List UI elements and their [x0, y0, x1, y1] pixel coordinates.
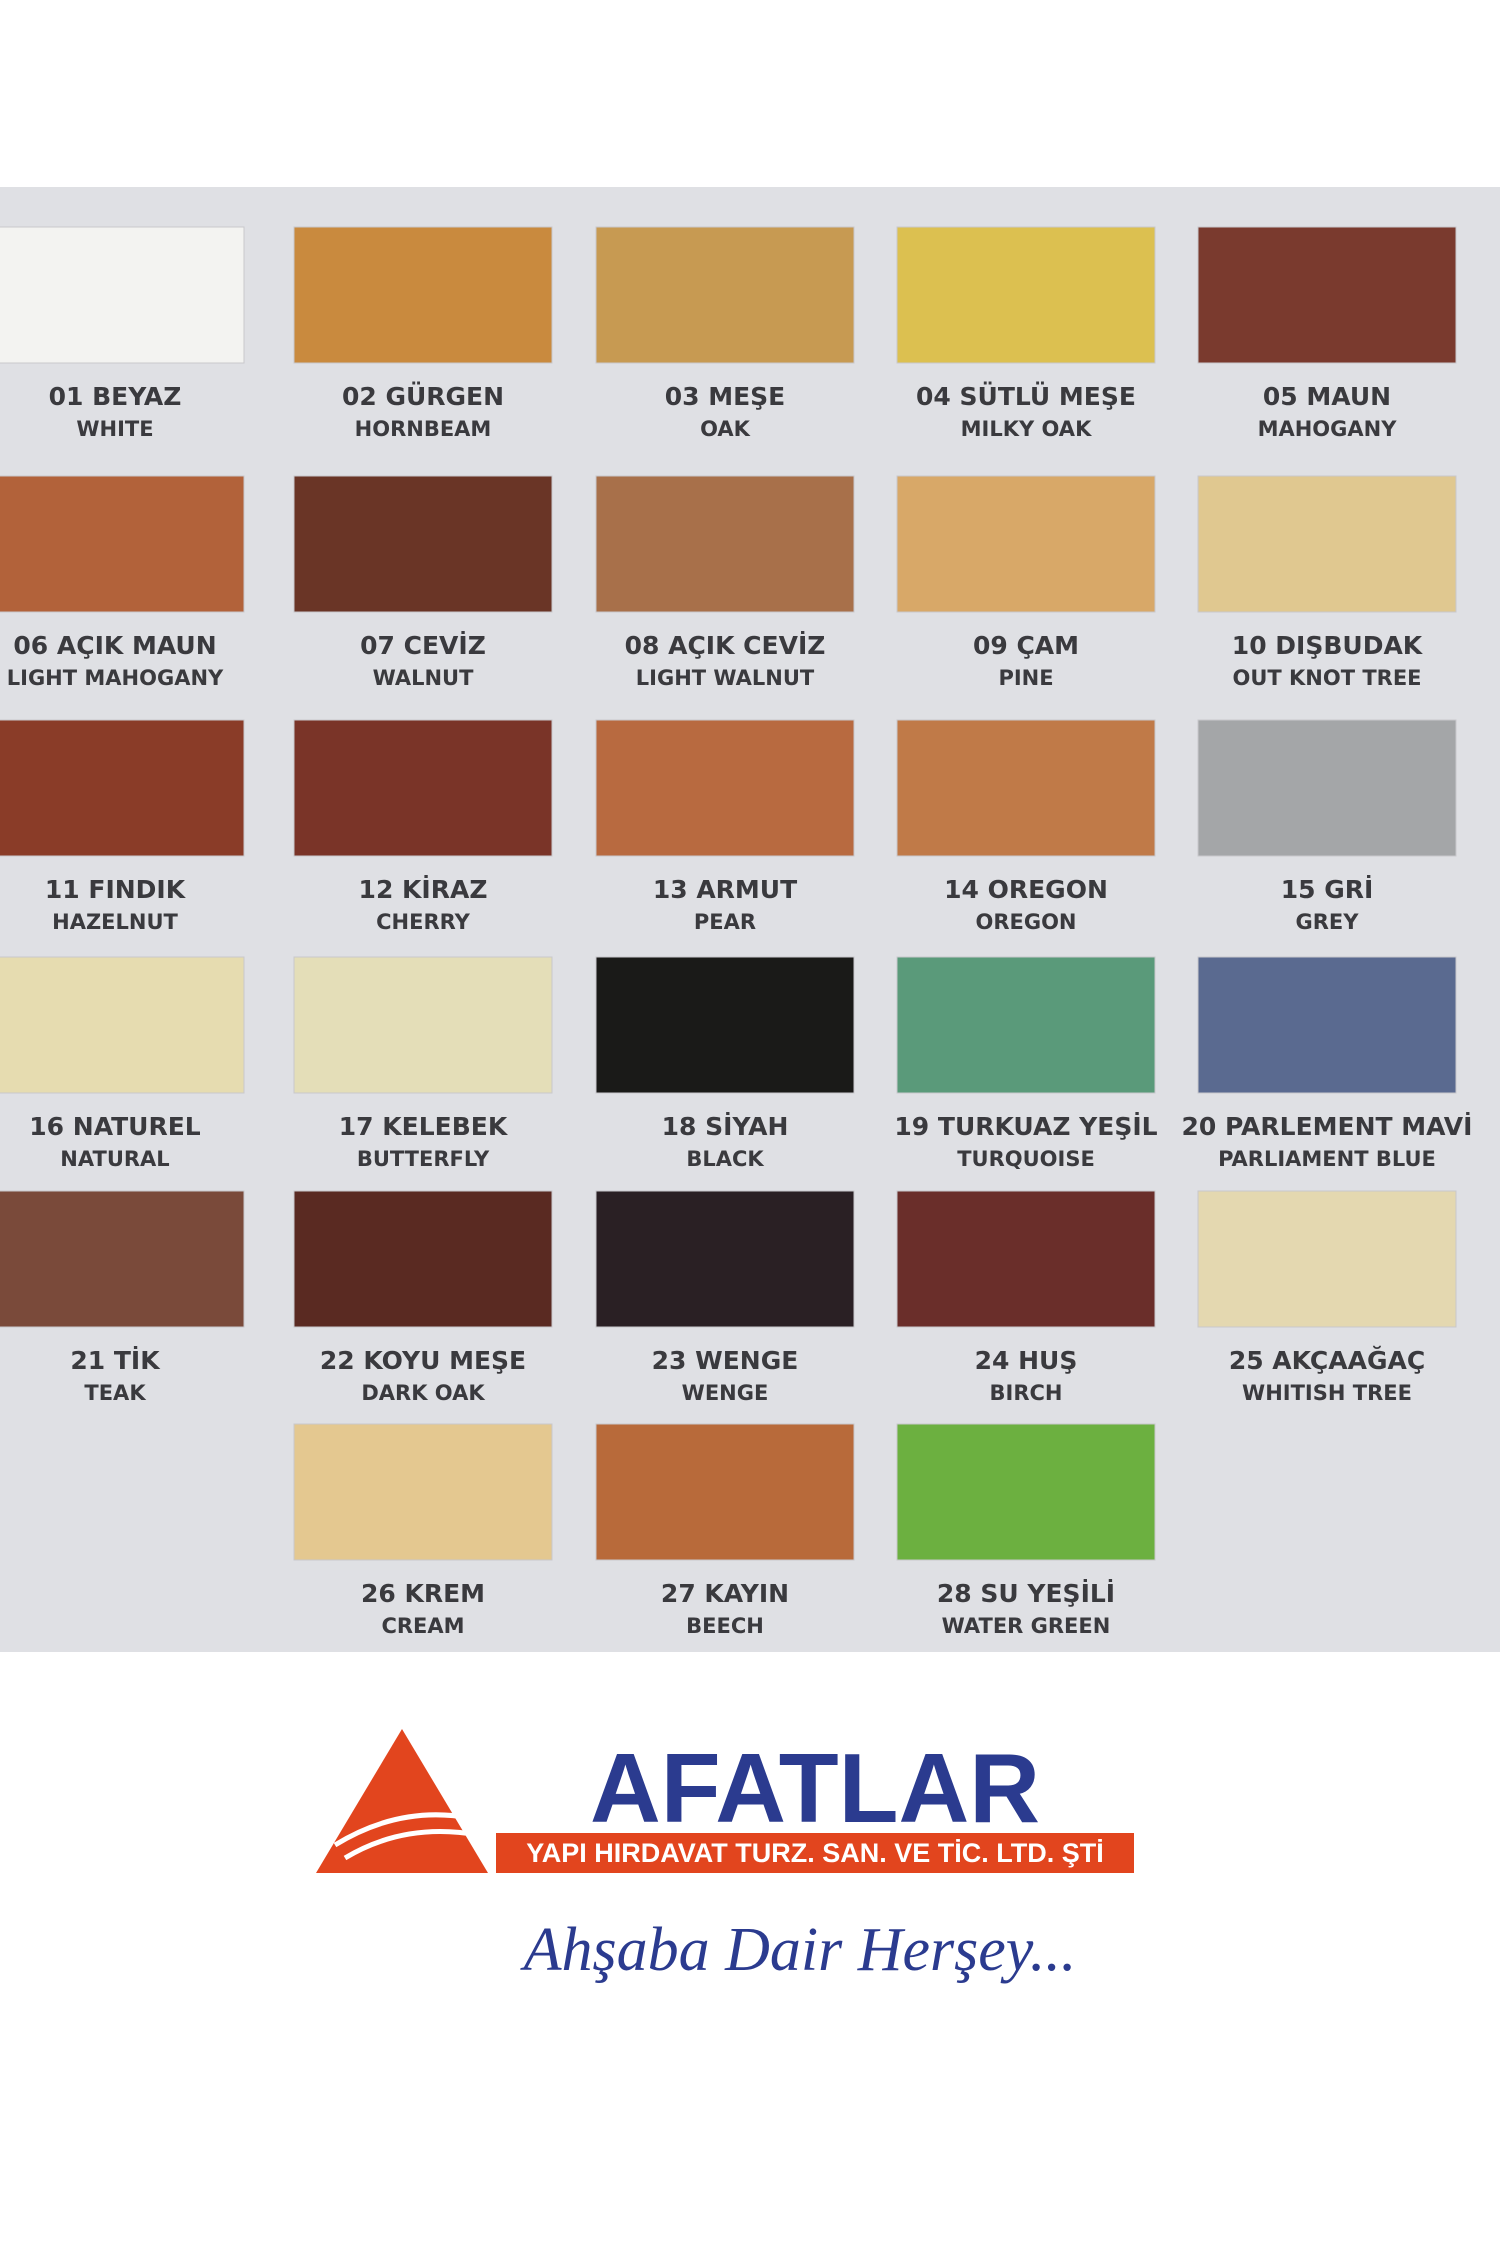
swatch-english: HORNBEAM — [355, 417, 492, 441]
swatch-english: HAZELNUT — [52, 910, 178, 934]
swatch-english: CHERRY — [376, 910, 471, 934]
swatch — [0, 719, 245, 857]
swatch-label: 28 SU YEŞİLİ — [937, 1578, 1115, 1608]
swatch-label: 09 ÇAM — [973, 631, 1079, 660]
swatch-english: WALNUT — [373, 666, 474, 690]
swatch-english: BEECH — [686, 1614, 764, 1638]
company-bar — [496, 1833, 1134, 1873]
swatch — [896, 1190, 1156, 1328]
swatch-english: WATER GREEN — [942, 1614, 1111, 1638]
swatch — [896, 1423, 1156, 1561]
swatch-english: BUTTERFLY — [357, 1147, 490, 1171]
swatch — [896, 719, 1156, 857]
swatch-label: 19 TURKUAZ YEŞİL — [894, 1111, 1157, 1141]
swatch — [595, 1423, 855, 1561]
swatch-label: 01 BEYAZ — [49, 382, 182, 411]
swatch-label: 04 SÜTLÜ MEŞE — [916, 381, 1136, 411]
swatch-english: LIGHT MAHOGANY — [7, 666, 224, 690]
swatch-label: 11 FINDIK — [45, 875, 187, 904]
swatch — [896, 475, 1156, 613]
swatch — [0, 956, 245, 1094]
swatch-label: 05 MAUN — [1263, 382, 1391, 411]
swatch-english: DARK OAK — [361, 1381, 485, 1405]
swatch — [293, 1190, 553, 1328]
swatch-label: 10 DIŞBUDAK — [1232, 631, 1424, 660]
swatch — [595, 226, 855, 364]
swatch-english: WENGE — [682, 1381, 769, 1405]
logo-triangle — [316, 1729, 488, 1873]
slogan: Ahşaba Dair Herşey... — [520, 1916, 1077, 1984]
swatch-english: CREAM — [381, 1614, 464, 1638]
swatch — [293, 956, 553, 1094]
swatch — [0, 1190, 245, 1328]
swatch-label: 27 KAYIN — [661, 1579, 789, 1608]
swatch-label: 20 PARLEMENT MAVİ — [1182, 1111, 1473, 1141]
swatch-label: 08 AÇIK CEVİZ — [625, 630, 826, 660]
swatch-english: OREGON — [975, 910, 1076, 934]
swatch-label: 15 GRİ — [1281, 874, 1374, 904]
swatch-english: BLACK — [686, 1147, 764, 1171]
swatch-label: 26 KREM — [361, 1579, 485, 1608]
swatch — [595, 475, 855, 613]
swatch-label: 12 KİRAZ — [359, 874, 488, 904]
swatch — [293, 1423, 553, 1561]
swatch-label: 02 GÜRGEN — [342, 381, 504, 411]
swatch-english: TEAK — [84, 1381, 146, 1405]
swatch-english: PARLIAMENT BLUE — [1218, 1147, 1436, 1171]
swatch — [1197, 719, 1457, 857]
swatch-english: LIGHT WALNUT — [636, 666, 815, 690]
swatch-label: 14 OREGON — [944, 875, 1108, 904]
swatch — [0, 475, 245, 613]
logo: AFATLAR YAPI HIRDAVAT TURZ. SAN. VE TİC.… — [316, 1729, 1134, 1984]
swatch-english: PEAR — [694, 910, 756, 934]
swatch-english: MILKY OAK — [961, 417, 1092, 441]
swatch-label: 22 KOYU MEŞE — [320, 1346, 526, 1375]
swatch-english: WHITISH TREE — [1242, 1381, 1412, 1405]
swatch — [1197, 475, 1457, 613]
swatch — [293, 226, 553, 364]
swatch-label: 24 HUŞ — [975, 1346, 1078, 1375]
swatch — [0, 226, 245, 364]
swatch — [1197, 226, 1457, 364]
swatch-english: OAK — [700, 417, 751, 441]
swatch-english: GREY — [1296, 910, 1360, 934]
swatch-label: 21 TİK — [70, 1345, 161, 1375]
swatch-english: MAHOGANY — [1258, 417, 1398, 441]
swatch-english: OUT KNOT TREE — [1232, 666, 1421, 690]
swatch-label: 17 KELEBEK — [339, 1112, 509, 1141]
swatch — [595, 719, 855, 857]
swatch-label: 18 SİYAH — [662, 1111, 789, 1141]
logo-swoosh — [333, 1812, 479, 1861]
swatch-label: 07 CEVİZ — [360, 630, 486, 660]
brand-name: AFATLAR — [590, 1733, 1040, 1843]
company-name: YAPI HIRDAVAT TURZ. SAN. VE TİC. LTD. ŞT… — [526, 1838, 1104, 1868]
swatch-grid: 01 BEYAZ WHITE 02 GÜRGEN HORNBEAM 03 MEŞE OAK… — [0, 226, 1473, 1638]
swatch — [595, 956, 855, 1094]
swatch-english: WHITE — [76, 417, 153, 441]
swatch-english: TURQUOISE — [957, 1147, 1095, 1171]
swatch — [293, 719, 553, 857]
swatch — [1197, 956, 1457, 1094]
swatch — [896, 226, 1156, 364]
swatch-english: NATURAL — [60, 1147, 169, 1171]
swatch-label: 16 NATUREL — [29, 1112, 201, 1141]
swatch — [896, 956, 1156, 1094]
swatch-label: 25 AKÇAAĞAÇ — [1229, 1345, 1425, 1375]
swatch-label: 13 ARMUT — [653, 875, 797, 904]
chart-panel — [0, 187, 1500, 1652]
swatch-label: 03 MEŞE — [665, 382, 786, 411]
swatch-english: PINE — [998, 666, 1053, 690]
swatch-label: 06 AÇIK MAUN — [13, 631, 216, 660]
swatch — [595, 1190, 855, 1328]
swatch — [1197, 1190, 1457, 1328]
swatch-label: 23 WENGE — [652, 1346, 799, 1375]
swatch-english: BIRCH — [990, 1381, 1063, 1405]
swatch — [293, 475, 553, 613]
